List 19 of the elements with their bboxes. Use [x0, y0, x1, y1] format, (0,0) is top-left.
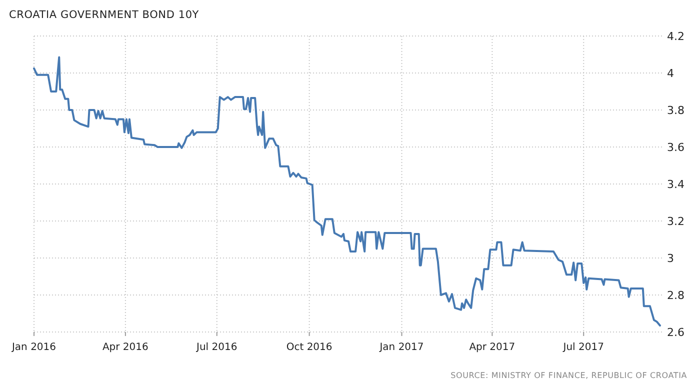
x-tick-label: Jul 2016 [196, 342, 238, 353]
y-tick-label: 2.6 [667, 326, 684, 339]
y-tick-label: 4.2 [667, 30, 684, 43]
source-note: SOURCE: MINISTRY OF FINANCE, REPUBLIC OF CROATIA [450, 371, 688, 380]
x-tick-label: Apr 2017 [469, 342, 516, 353]
x-tick-label: Oct 2016 [286, 342, 332, 353]
line-series [33, 56, 661, 327]
y-tick-label: 3 [667, 252, 674, 265]
y-tick-label: 4 [667, 67, 674, 80]
x-tick-label: Jul 2017 [562, 342, 604, 353]
y-tick-label: 3.2 [667, 215, 684, 228]
x-tick-label: Jan 2017 [378, 342, 424, 353]
y-tick-label: 3.8 [667, 104, 684, 117]
x-tick-label: Apr 2016 [102, 342, 148, 353]
y-tick-label: 3.6 [667, 141, 684, 154]
x-tick-label: Jan 2016 [10, 342, 56, 353]
chart-title: CROATIA GOVERNMENT BOND 10Y [9, 9, 200, 21]
y-tick-label: 2.8 [667, 289, 684, 302]
y-tick-label: 3.4 [667, 178, 684, 191]
